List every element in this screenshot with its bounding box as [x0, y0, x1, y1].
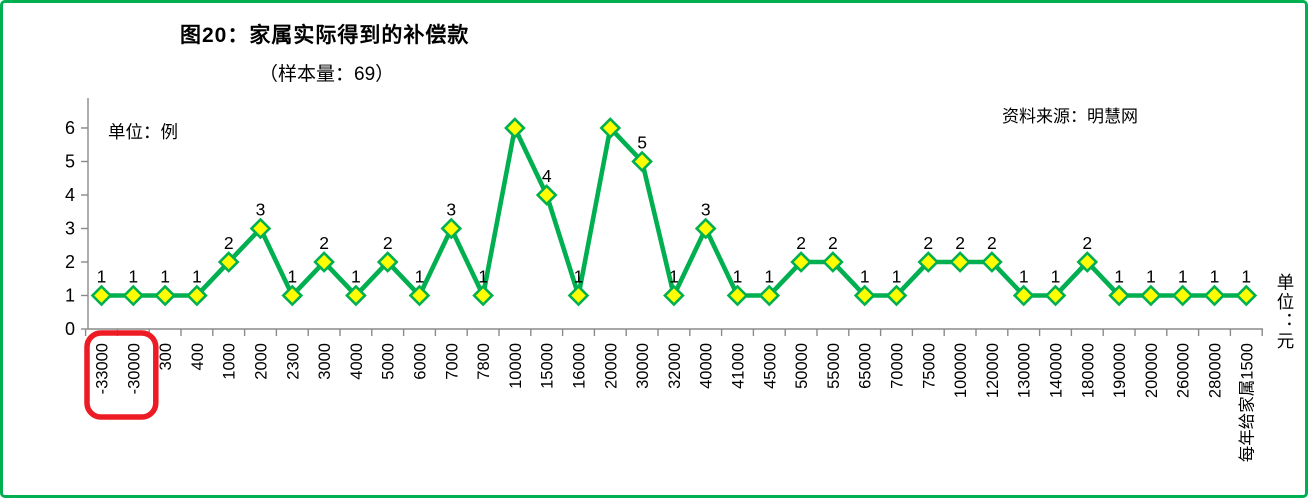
svg-text:75000: 75000	[920, 343, 938, 389]
svg-text:2: 2	[796, 233, 806, 253]
svg-text:4000: 4000	[348, 343, 366, 380]
svg-text:0: 0	[65, 319, 75, 339]
svg-text:200000: 200000	[1143, 343, 1161, 398]
svg-text:1: 1	[128, 267, 138, 287]
svg-text:1: 1	[1019, 267, 1029, 287]
svg-text:2: 2	[828, 233, 838, 253]
svg-text:4: 4	[542, 166, 552, 186]
svg-text:2: 2	[955, 233, 965, 253]
svg-text:1: 1	[478, 267, 488, 287]
svg-text:1: 1	[160, 267, 170, 287]
svg-text:1: 1	[192, 267, 202, 287]
svg-text:1: 1	[351, 267, 361, 287]
svg-text:3: 3	[65, 219, 75, 239]
x-axis-unit-label: 单位：元	[1275, 273, 1295, 351]
svg-text:6: 6	[65, 118, 75, 138]
svg-text:1: 1	[892, 267, 902, 287]
svg-text:180000: 180000	[1079, 343, 1097, 398]
svg-text:1: 1	[733, 267, 743, 287]
svg-text:1: 1	[65, 286, 75, 306]
svg-text:300: 300	[157, 343, 175, 371]
svg-text:10000: 10000	[507, 343, 525, 389]
svg-text:1: 1	[1210, 267, 1220, 287]
svg-text:1: 1	[1051, 267, 1061, 287]
svg-text:-33000: -33000	[94, 343, 112, 394]
svg-text:2: 2	[319, 233, 329, 253]
svg-text:1: 1	[1178, 267, 1188, 287]
svg-text:5000: 5000	[380, 343, 398, 380]
svg-text:2: 2	[65, 252, 75, 272]
axes	[81, 98, 1263, 336]
svg-text:130000: 130000	[1016, 343, 1034, 398]
svg-text:1: 1	[1241, 267, 1251, 287]
svg-text:190000: 190000	[1111, 343, 1129, 398]
chart-subtitle: （样本量：69）	[259, 64, 395, 85]
svg-text:20000: 20000	[602, 343, 620, 389]
series-markers	[90, 117, 1258, 307]
svg-text:65000: 65000	[857, 343, 875, 389]
svg-text:260000: 260000	[1175, 343, 1193, 398]
svg-text:1: 1	[574, 267, 584, 287]
svg-text:5: 5	[65, 152, 75, 172]
svg-text:15000: 15000	[539, 343, 557, 389]
svg-text:400: 400	[189, 343, 207, 371]
svg-text:1: 1	[415, 267, 425, 287]
svg-text:30000: 30000	[634, 343, 652, 389]
svg-text:3: 3	[256, 200, 266, 220]
svg-text:2: 2	[923, 233, 933, 253]
svg-text:70000: 70000	[889, 343, 907, 389]
svg-text:每年给家属1500: 每年给家属1500	[1237, 343, 1256, 462]
svg-text:55000: 55000	[825, 343, 843, 389]
svg-text:1: 1	[860, 267, 870, 287]
svg-text:16000: 16000	[571, 343, 589, 389]
x-axis-tick-labels: -33000 -30000 300 400 1000 2000 2300 3000 4000 50…	[94, 343, 1257, 462]
svg-text:280000: 280000	[1207, 343, 1225, 398]
svg-text:2000: 2000	[253, 343, 271, 380]
svg-text:6000: 6000	[412, 343, 430, 380]
svg-text:1: 1	[287, 267, 297, 287]
line-chart: 0 1 2 3 4 5 6 -33000 -30000 300 400 1000 2000 2300 300…	[65, 98, 1263, 462]
svg-text:41000: 41000	[730, 343, 748, 389]
svg-text:3: 3	[446, 200, 456, 220]
svg-text:1000: 1000	[221, 343, 239, 380]
svg-text:7000: 7000	[443, 343, 461, 380]
data-labels: 1 1 1 1 2 3 1 2 1 2 1 3 1 4 1 5 1 3 1 1 2 2 1 1 2 2 2 1 1 2 1 1 1 1 1	[97, 133, 1252, 287]
svg-text:1: 1	[764, 267, 774, 287]
source-label: 资料来源：明慧网	[1002, 107, 1138, 126]
chart-title: 图20：家属实际得到的补偿款	[180, 24, 470, 47]
svg-text:2: 2	[987, 233, 997, 253]
svg-text:1: 1	[1146, 267, 1156, 287]
svg-text:1: 1	[1114, 267, 1124, 287]
svg-text:32000: 32000	[666, 343, 684, 389]
svg-text:5: 5	[637, 133, 647, 153]
svg-text:2: 2	[1082, 233, 1092, 253]
svg-text:2: 2	[383, 233, 393, 253]
svg-text:2: 2	[224, 233, 234, 253]
highlight-box-annotation	[84, 330, 159, 420]
svg-text:50000: 50000	[793, 343, 811, 389]
svg-text:1: 1	[97, 267, 107, 287]
svg-text:3000: 3000	[316, 343, 334, 380]
svg-text:140000: 140000	[1048, 343, 1066, 398]
svg-text:100000: 100000	[952, 343, 970, 398]
y-axis-tick-labels: 0 1 2 3 4 5 6	[65, 118, 75, 339]
svg-text:3: 3	[701, 200, 711, 220]
svg-text:40000: 40000	[698, 343, 716, 389]
svg-text:7800: 7800	[475, 343, 493, 380]
svg-text:-30000: -30000	[125, 343, 143, 394]
y-axis-unit-label: 单位：例	[108, 122, 178, 142]
svg-text:45000: 45000	[761, 343, 779, 389]
svg-text:120000: 120000	[984, 343, 1002, 398]
svg-text:2300: 2300	[284, 343, 302, 380]
svg-text:1: 1	[669, 267, 679, 287]
svg-text:4: 4	[65, 185, 75, 205]
